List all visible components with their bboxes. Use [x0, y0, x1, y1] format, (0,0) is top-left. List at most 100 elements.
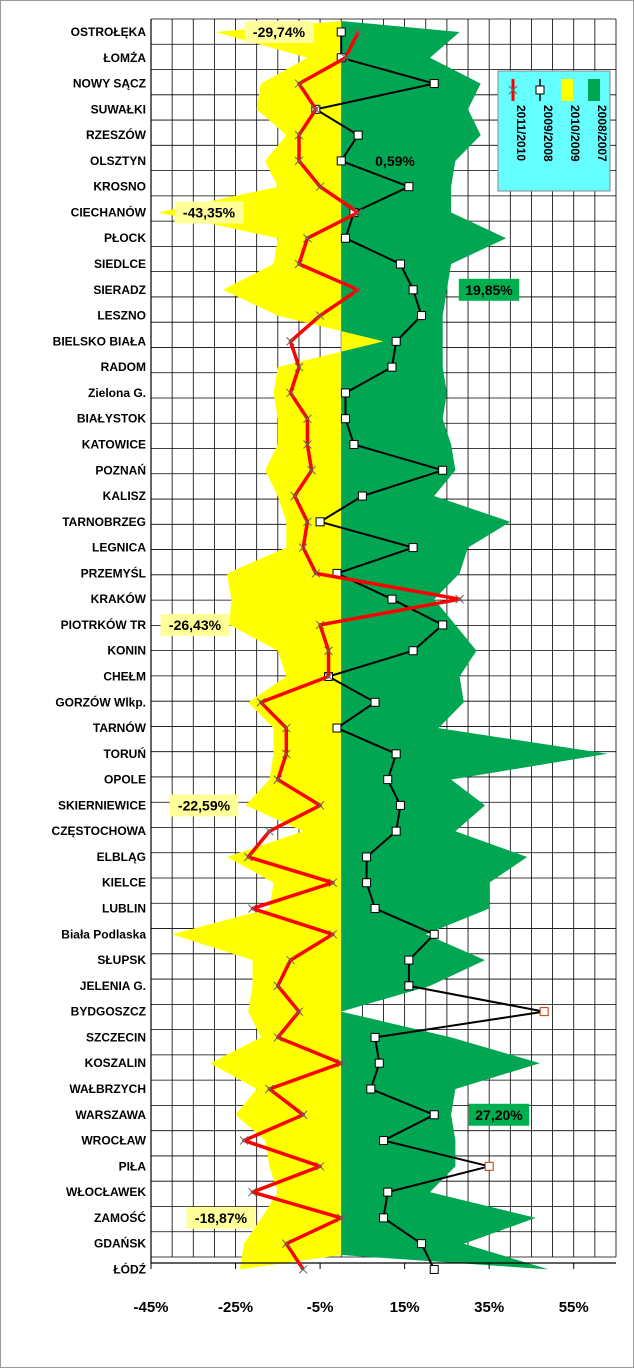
point-2009-2008-nowy-s-cz [429, 79, 439, 89]
point-2011-2010-zamo [336, 1213, 346, 1223]
legend-marker-2011-2010 [508, 85, 518, 95]
point-2009-2008-lublin [370, 904, 380, 914]
point-2009-2008-pi-a [484, 1161, 494, 1171]
point-2009-2008-warszawa [429, 1110, 439, 1120]
point-2011-2010-kalisz [290, 491, 300, 501]
annotation-box [468, 1103, 530, 1126]
series-2011-2010-line [239, 27, 464, 1274]
axes [150, 19, 616, 1269]
annotations: -29,74% 0,59% -43,35% 19,85% -26,43% -22,59% 2… [160, 21, 530, 1229]
x-tick-label: 35% [474, 1299, 504, 1316]
point-2011-2010-katowice [303, 440, 312, 449]
x-tick-label: 55% [559, 1299, 589, 1316]
point-2009-2008-ostro-ka [336, 27, 346, 37]
point-2011-2010-tarnobrzeg [303, 517, 312, 527]
point-2011-2010-p-ock [303, 233, 312, 243]
category-label-jelenia-g: JELENIA G. [80, 979, 146, 993]
point-2011-2010-szczecin [273, 1033, 283, 1042]
point-2011-2010-przemy-l [311, 569, 321, 578]
point-2009-2008-jelenia-g [404, 981, 414, 991]
point-2011-2010-pi-a [315, 1161, 325, 1171]
point-2011-2010-legnica [298, 543, 308, 552]
category-label-kalisz: KALISZ [103, 489, 146, 503]
legend-label-2008-2007: 2008/2007 [595, 105, 609, 162]
point-2009-2008-w-oc-awek [383, 1187, 393, 1197]
point-2011-2010-zielona-g [286, 388, 295, 398]
category-label-przemy-l: PRZEMYŚL [81, 565, 146, 580]
point-2011-2010-gda-sk [281, 1239, 291, 1249]
point-2009-2008-bydgoszcz [539, 1007, 549, 1017]
point-2009-2008-zamo [379, 1213, 388, 1223]
category-label-kielce: KIELCE [102, 876, 146, 890]
category-label-d: ŁÓDŹ [113, 1261, 146, 1276]
category-label-w-oc-awek: WŁOCŁAWEK [66, 1185, 146, 1199]
legend-swatch-2010-2009 [561, 79, 573, 101]
annotation-box [174, 201, 244, 224]
category-label-zamo: ZAMOŚĆ [94, 1210, 146, 1225]
point-2009-2008-opole [383, 775, 393, 785]
annotation-sieradz: 19,85% [465, 282, 513, 298]
point-2011-2010-sieradz [353, 285, 363, 295]
x-tick-label: -45% [133, 1299, 168, 1316]
point-2011-2010-om-a [341, 53, 350, 63]
category-label-radom: RADOM [101, 360, 146, 374]
point-2011-2010-krosno [315, 182, 325, 192]
point-2011-2010-cz-stochowa [265, 826, 274, 836]
point-2009-2008-konin [408, 646, 418, 656]
category-label-elbl-g: ELBLĄG [97, 850, 146, 864]
point-2009-2008-radom [387, 362, 397, 372]
point-2011-2010-rzesz-w [294, 130, 304, 140]
category-label-piotrk-w-tr: PIOTRKÓW TR [61, 617, 147, 632]
point-2009-2008-pozna [438, 465, 448, 475]
category-label-warszawa: WARSZAWA [75, 1108, 146, 1122]
category-label-olsztyn: OLSZTYN [90, 154, 146, 168]
annotation-box [458, 278, 520, 301]
category-label-wroc-aw: WROCŁAW [81, 1134, 146, 1148]
point-2011-2010-siedlce [294, 259, 304, 269]
annotation-piotrk-w-tr: -26,43% [169, 617, 222, 633]
point-2011-2010-ostro-ka [353, 27, 363, 37]
point-2011-2010-ciechan-w [353, 208, 363, 217]
point-2009-2008-gda-sk [417, 1239, 427, 1249]
annotation-box [169, 794, 239, 817]
legend-label-2011-2010: 2011/2010 [514, 105, 528, 161]
category-label-siedlce: SIEDLCE [94, 257, 146, 271]
point-2011-2010-warszawa [298, 1110, 308, 1120]
category-label-opole: OPOLE [104, 773, 146, 787]
annotation-skierniewice: -22,59% [178, 797, 231, 813]
area-2008-2007 [341, 21, 608, 1270]
annotation-box [244, 21, 314, 43]
point-2009-2008-p-ock [340, 233, 350, 243]
category-label-koszalin: KOSZALIN [85, 1056, 146, 1070]
point-2009-2008-wroc-aw [379, 1136, 388, 1146]
point-2011-2010-leszno [315, 311, 325, 320]
point-2009-2008-d [429, 1264, 439, 1274]
category-label-legnica: LEGNICA [92, 541, 146, 555]
point-2011-2010-wroc-aw [239, 1136, 249, 1145]
legend: 2011/2010 2009/2008 2010/2009 2008/2007 [497, 70, 611, 192]
point-2009-2008-gorz-w-wlkp [370, 697, 380, 707]
point-2009-2008-szczecin [370, 1032, 380, 1042]
point-2011-2010-olsztyn [294, 156, 304, 166]
point-2011-2010-jelenia-g [273, 981, 283, 991]
annotation-box [186, 1206, 256, 1229]
category-label-p-ock: PŁOCK [104, 231, 146, 245]
point-2009-2008-krak-w [387, 594, 397, 604]
point-2011-2010-d [298, 1265, 308, 1274]
point-2011-2010-wa-brzych [265, 1084, 274, 1094]
category-label-bydgoszcz: BYDGOSZCZ [71, 1005, 146, 1019]
category-label-bia-a-podlaska: Biała Podlaska [61, 927, 146, 941]
legend-marker-2009-2008 [535, 85, 545, 95]
point-2009-2008-s-upsk [404, 955, 414, 965]
point-2011-2010-toru [281, 749, 291, 759]
point-2011-2010-kielce [328, 878, 338, 888]
category-label-krak-w: KRAKÓW [91, 591, 147, 606]
point-2009-2008-wa-brzych [366, 1084, 376, 1094]
point-2009-2008-katowice [349, 439, 359, 449]
point-2009-2008-bia-ystok [340, 414, 350, 424]
point-2009-2008-skierniewice [395, 800, 405, 810]
point-2009-2008-olsztyn [336, 156, 346, 166]
category-label-suwa-ki: SUWAŁKI [91, 102, 146, 116]
category-label-rzesz-w: RZESZÓW [86, 127, 147, 142]
point-2009-2008-tarnobrzeg [315, 517, 325, 527]
